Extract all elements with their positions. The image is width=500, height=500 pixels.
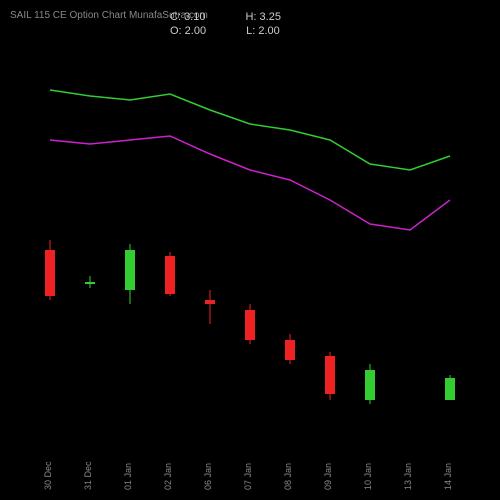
price-chart xyxy=(30,40,470,440)
x-tick-label: 10 Jan xyxy=(363,463,373,490)
low-label: L: 2.00 xyxy=(246,24,280,38)
x-tick-label: 06 Jan xyxy=(203,463,213,490)
x-tick-label: 02 Jan xyxy=(163,463,173,490)
x-tick-label: 30 Dec xyxy=(43,461,53,490)
open-label: O: 2.00 xyxy=(170,24,206,38)
x-tick-label: 09 Jan xyxy=(323,463,333,490)
ohlc-readout: C: 3.10 H: 3.25 O: 2.00 L: 2.00 xyxy=(170,10,281,38)
x-tick-label: 01 Jan xyxy=(123,463,133,490)
x-tick-label: 07 Jan xyxy=(243,463,253,490)
close-label: C: 3.10 xyxy=(170,10,205,24)
x-tick-label: 14 Jan xyxy=(443,463,453,490)
x-tick-label: 08 Jan xyxy=(283,463,293,490)
x-tick-label: 13 Jan xyxy=(403,463,413,490)
x-axis-labels: 30 Dec 31 Dec 01 Jan 02 Jan 06 Jan 07 Jan 08 J… xyxy=(30,440,470,490)
x-tick-label: 31 Dec xyxy=(83,461,93,490)
high-label: H: 3.25 xyxy=(245,10,280,24)
